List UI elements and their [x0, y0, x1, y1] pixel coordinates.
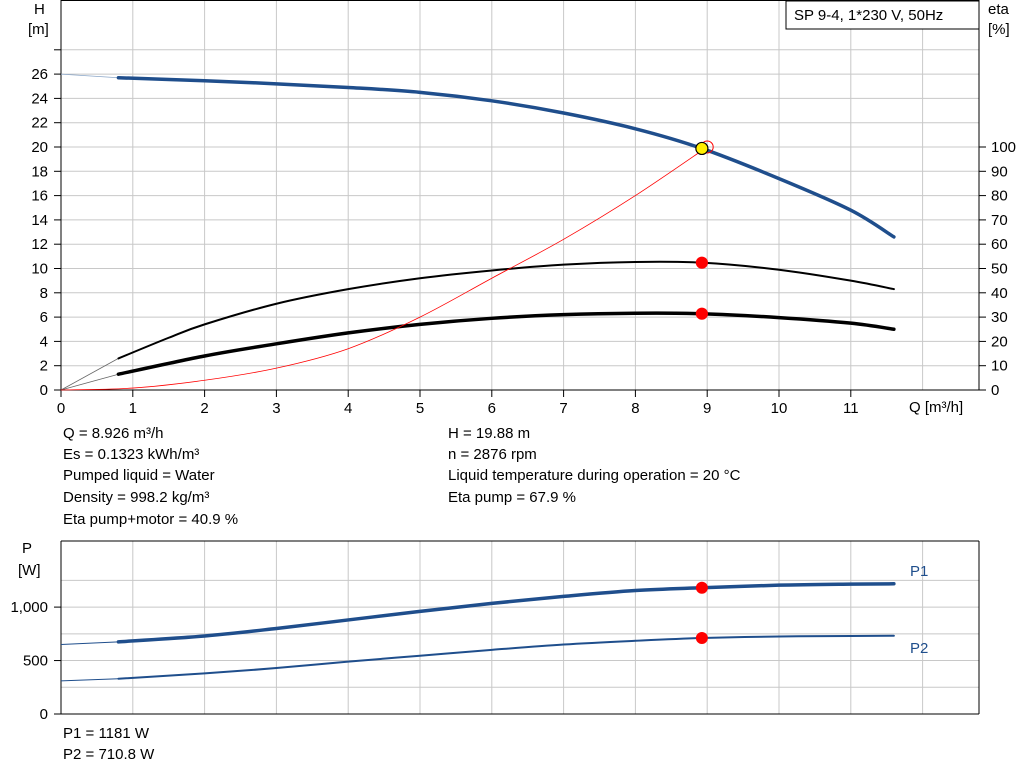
h-tick-label: 26	[31, 66, 48, 83]
q-tick-label: 4	[344, 400, 352, 417]
h-tick-label: 0	[40, 382, 48, 399]
eta-tick-label: 60	[991, 236, 1008, 253]
p2-curve	[117, 634, 895, 680]
eta-axis-unit: [%]	[988, 21, 1010, 38]
title-box	[785, 0, 980, 30]
p-axis-unit: [W]	[18, 562, 41, 579]
eta-tick-label: 100	[991, 139, 1016, 156]
eta-tick-label: 10	[991, 358, 1008, 375]
eta-tick-label: 0	[991, 382, 999, 399]
info-n: n = 2876 rpm	[448, 446, 537, 463]
q-tick-label: 3	[272, 400, 280, 417]
info-eta-pump: Eta pump = 67.9 %	[448, 489, 576, 506]
top-chart-curves	[60, 73, 896, 391]
eta_total-curve	[116, 311, 896, 376]
q-tick-label: 6	[488, 400, 496, 417]
q-tick-label: 5	[416, 400, 424, 417]
h-tick-label: 18	[31, 163, 48, 180]
top-chart-grid: 0246810121416182022242601020304050607080…	[31, 0, 1016, 417]
h-tick-label: 2	[40, 358, 48, 375]
h-axis-unit: [m]	[28, 21, 49, 38]
eta-tick-label: 20	[991, 333, 1008, 350]
h-tick-label: 10	[31, 261, 48, 278]
duty-point-marker	[695, 581, 708, 594]
h-tick-label: 6	[40, 309, 48, 326]
h-tick-label: 14	[31, 212, 48, 229]
info-pumped-liquid: Pumped liquid = Water	[63, 467, 215, 484]
h-curve	[116, 75, 896, 239]
h-tick-label: 22	[31, 115, 48, 132]
h-tick-label: 24	[31, 90, 48, 107]
p-tick-label: 0	[40, 706, 48, 723]
title-box-text: SP 9-4, 1*230 V, 50Hz	[794, 7, 943, 24]
p-axis-label: P	[22, 540, 32, 557]
eta-tick-label: 90	[991, 163, 1008, 180]
info-p1: P1 = 1181 W	[63, 725, 150, 742]
eta-tick-label: 80	[991, 188, 1008, 205]
eta-tick-label: 30	[991, 309, 1008, 326]
p1-extension-line	[60, 641, 119, 646]
q-tick-label: 7	[559, 400, 567, 417]
q-tick-label: 1	[129, 400, 137, 417]
duty-point-marker	[695, 256, 708, 269]
eta_total-extension-line	[60, 373, 119, 391]
bottom-chart-curves	[60, 581, 896, 682]
p1-series-label: P1	[910, 563, 928, 580]
h-tick-label: 20	[31, 139, 48, 156]
eta-tick-label: 40	[991, 285, 1008, 302]
h-tick-label: 4	[40, 333, 48, 350]
q-tick-label: 10	[771, 400, 788, 417]
h-extension-line	[60, 73, 119, 79]
q-tick-label: 0	[57, 400, 65, 417]
p2-extension-line	[60, 678, 119, 682]
eta-tick-label: 50	[991, 261, 1008, 278]
info-q: Q = 8.926 m³/h	[63, 425, 164, 442]
p-tick-label: 1,000	[10, 599, 48, 616]
eta_red-curve	[60, 146, 708, 391]
eta-tick-label: 70	[991, 212, 1008, 229]
eta_pump-extension-line	[60, 358, 119, 391]
q-tick-label: 11	[843, 400, 859, 417]
info-p2: P2 = 710.8 W	[63, 746, 155, 763]
h-tick-label: 16	[31, 188, 48, 205]
duty-point-marker	[695, 307, 708, 320]
p-tick-label: 500	[23, 653, 48, 670]
h-axis-label: H	[34, 1, 45, 18]
eta-axis-label: eta	[988, 1, 1010, 18]
duty-point-marker	[695, 632, 708, 645]
p1-curve	[116, 582, 896, 644]
eta_pump-curve	[117, 260, 895, 360]
bottom-chart-grid: 0 500 1,000	[10, 540, 980, 723]
info-eta-pump-motor: Eta pump+motor = 40.9 %	[63, 511, 239, 528]
h-tick-label: 12	[31, 236, 48, 253]
h-tick-label: 8	[40, 285, 48, 302]
q-axis-label: Q [m³/h]	[909, 399, 963, 416]
q-tick-label: 2	[200, 400, 208, 417]
info-es: Es = 0.1323 kWh/m³	[63, 446, 200, 463]
duty-point-marker	[695, 141, 709, 156]
q-tick-label: 9	[703, 400, 711, 417]
info-h: H = 19.88 m	[448, 425, 531, 442]
info-density: Density = 998.2 kg/m³	[63, 489, 210, 506]
p2-series-label: P2	[910, 640, 928, 657]
q-tick-label: 8	[631, 400, 639, 417]
info-liquid-temp: Liquid temperature during operation = 20…	[448, 467, 741, 484]
